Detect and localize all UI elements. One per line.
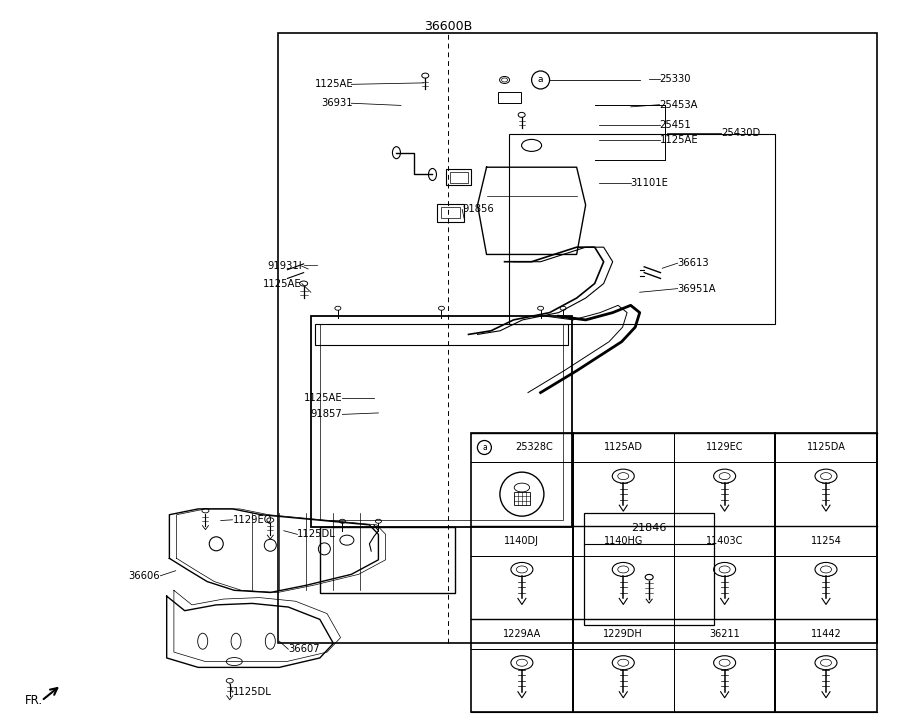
Bar xyxy=(446,169,471,185)
Text: 1125AE: 1125AE xyxy=(263,278,302,289)
Text: 25453A: 25453A xyxy=(660,100,698,110)
Bar xyxy=(441,207,460,218)
Bar xyxy=(514,492,530,505)
Text: 11442: 11442 xyxy=(811,629,842,639)
Bar xyxy=(498,92,521,103)
Text: 36607: 36607 xyxy=(288,644,320,654)
Text: 91856: 91856 xyxy=(462,204,494,214)
Text: 11403C: 11403C xyxy=(706,536,743,546)
Text: 36951A: 36951A xyxy=(678,284,716,294)
Text: 1129EC: 1129EC xyxy=(705,443,743,452)
Bar xyxy=(471,433,877,712)
Text: 36931: 36931 xyxy=(322,98,353,108)
Bar xyxy=(320,527,455,593)
Text: 1129EQ: 1129EQ xyxy=(232,515,272,525)
Text: 1140DJ: 1140DJ xyxy=(505,536,540,546)
Text: 36600B: 36600B xyxy=(423,20,472,33)
Bar xyxy=(311,316,572,527)
Text: 31101E: 31101E xyxy=(631,178,669,188)
Text: 1125DL: 1125DL xyxy=(232,687,271,697)
Text: 91931I: 91931I xyxy=(268,261,302,271)
Bar xyxy=(437,204,464,222)
Text: FR.: FR. xyxy=(25,694,43,707)
Text: 36211: 36211 xyxy=(709,629,740,639)
Text: 1125DA: 1125DA xyxy=(806,443,845,452)
Bar xyxy=(450,172,468,183)
Text: 36613: 36613 xyxy=(678,258,709,268)
Text: 11254: 11254 xyxy=(811,536,842,546)
Text: a: a xyxy=(482,443,487,452)
Bar xyxy=(315,324,568,345)
Text: 1125AE: 1125AE xyxy=(304,393,342,403)
Bar xyxy=(509,134,775,324)
Bar xyxy=(320,324,563,520)
Text: 36606: 36606 xyxy=(129,571,160,581)
Text: 25430D: 25430D xyxy=(721,128,760,138)
Text: 25328C: 25328C xyxy=(515,443,553,452)
Text: 1229AA: 1229AA xyxy=(503,629,541,639)
Bar xyxy=(584,513,714,625)
Text: 21846: 21846 xyxy=(632,523,667,534)
Text: 91857: 91857 xyxy=(311,409,342,419)
Text: 1125AE: 1125AE xyxy=(314,79,353,89)
Text: 1125AD: 1125AD xyxy=(604,443,642,452)
Bar xyxy=(278,33,877,643)
Text: 25330: 25330 xyxy=(660,74,691,84)
Text: 1140HG: 1140HG xyxy=(604,536,643,546)
Text: 1229DH: 1229DH xyxy=(604,629,643,639)
Text: 1125DL: 1125DL xyxy=(297,529,336,539)
Text: 1125AE: 1125AE xyxy=(660,134,698,145)
Bar xyxy=(320,527,455,593)
Text: 25451: 25451 xyxy=(660,120,691,130)
Text: a: a xyxy=(538,76,543,84)
